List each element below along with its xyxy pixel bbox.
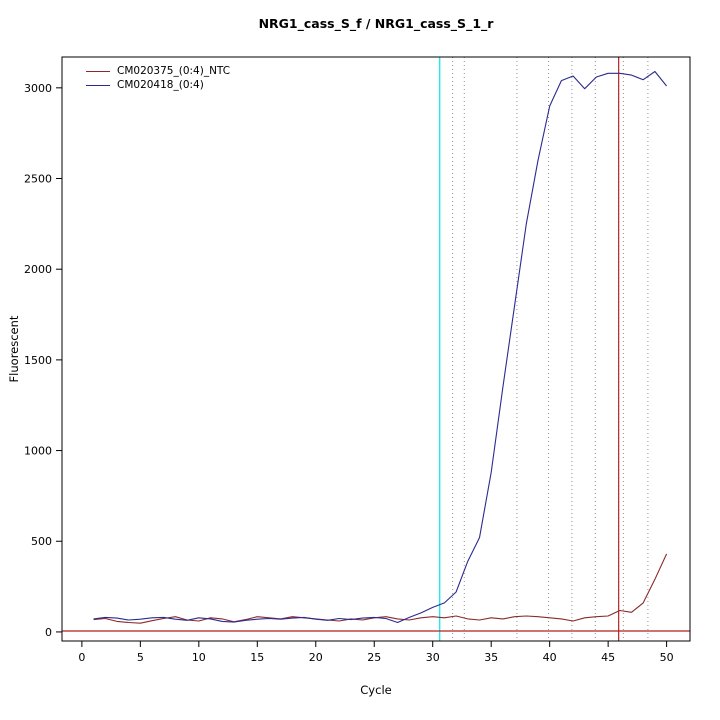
ct-marker-gridlines bbox=[452, 57, 649, 641]
y-tick-label: 1500 bbox=[24, 354, 52, 367]
x-tick-label: 40 bbox=[543, 651, 557, 664]
legend-label-sample: CM020418_(0:4) bbox=[117, 79, 204, 91]
y-tick-label: 500 bbox=[31, 535, 52, 548]
x-tick-label: 15 bbox=[250, 651, 264, 664]
x-tick-label: 10 bbox=[192, 651, 206, 664]
x-tick-label: 20 bbox=[309, 651, 323, 664]
x-axis-title: Cycle bbox=[360, 683, 392, 697]
y-tick-label: 3000 bbox=[24, 82, 52, 95]
plot-border bbox=[61, 56, 691, 642]
x-tick-label: 50 bbox=[660, 651, 674, 664]
legend-item-ntc: CM020375_(0:4)_NTC bbox=[86, 64, 230, 78]
x-tick-label: 0 bbox=[78, 651, 85, 664]
vertical-reference-lines bbox=[439, 57, 620, 641]
y-tick-label: 2500 bbox=[24, 173, 52, 186]
x-tick-label: 25 bbox=[367, 651, 381, 664]
x-tick-label: 45 bbox=[601, 651, 615, 664]
x-tick-label: 35 bbox=[484, 651, 498, 664]
x-axis-ticks: 0 5 10 15 20 25 30 35 40 45 50 bbox=[78, 641, 674, 664]
legend-line-swatch-ntc bbox=[86, 70, 110, 72]
series-line-0 bbox=[93, 553, 668, 624]
legend: CM020375_(0:4)_NTC CM020418_(0:4) bbox=[86, 64, 230, 92]
y-axis-ticks: 0 500 1000 1500 2000 2500 3000 bbox=[24, 82, 62, 639]
series-line-1 bbox=[93, 70, 668, 624]
y-tick-label: 0 bbox=[45, 626, 52, 639]
legend-item-sample: CM020418_(0:4) bbox=[86, 78, 230, 92]
x-tick-label: 5 bbox=[137, 651, 144, 664]
legend-line-swatch-sample bbox=[86, 84, 110, 86]
legend-label-ntc: CM020375_(0:4)_NTC bbox=[117, 65, 231, 77]
x-tick-label: 30 bbox=[426, 651, 440, 664]
y-tick-label: 1000 bbox=[24, 445, 52, 458]
y-tick-label: 2000 bbox=[24, 263, 52, 276]
chart-title: NRG1_cass_S_f / NRG1_cass_S_1_r bbox=[258, 16, 494, 31]
